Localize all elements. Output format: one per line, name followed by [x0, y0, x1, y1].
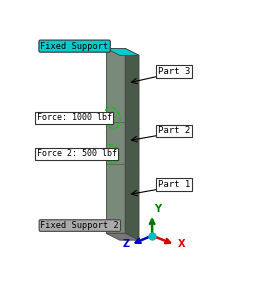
Text: Fixed Support 2: Fixed Support 2: [40, 221, 119, 230]
Polygon shape: [106, 233, 139, 240]
Polygon shape: [106, 48, 139, 55]
Text: Part 3: Part 3: [158, 67, 190, 76]
Text: Z: Z: [123, 239, 130, 249]
Text: Force: 1000 lbf: Force: 1000 lbf: [36, 113, 112, 122]
Text: X: X: [178, 239, 185, 249]
Text: Part 2: Part 2: [158, 126, 190, 135]
Text: Y: Y: [154, 204, 161, 214]
Text: Force 2: 500 lbf: Force 2: 500 lbf: [36, 149, 117, 158]
Text: Part 1: Part 1: [158, 180, 190, 189]
Text: Fixed Support: Fixed Support: [40, 42, 109, 51]
Polygon shape: [125, 48, 139, 240]
Polygon shape: [106, 48, 125, 233]
